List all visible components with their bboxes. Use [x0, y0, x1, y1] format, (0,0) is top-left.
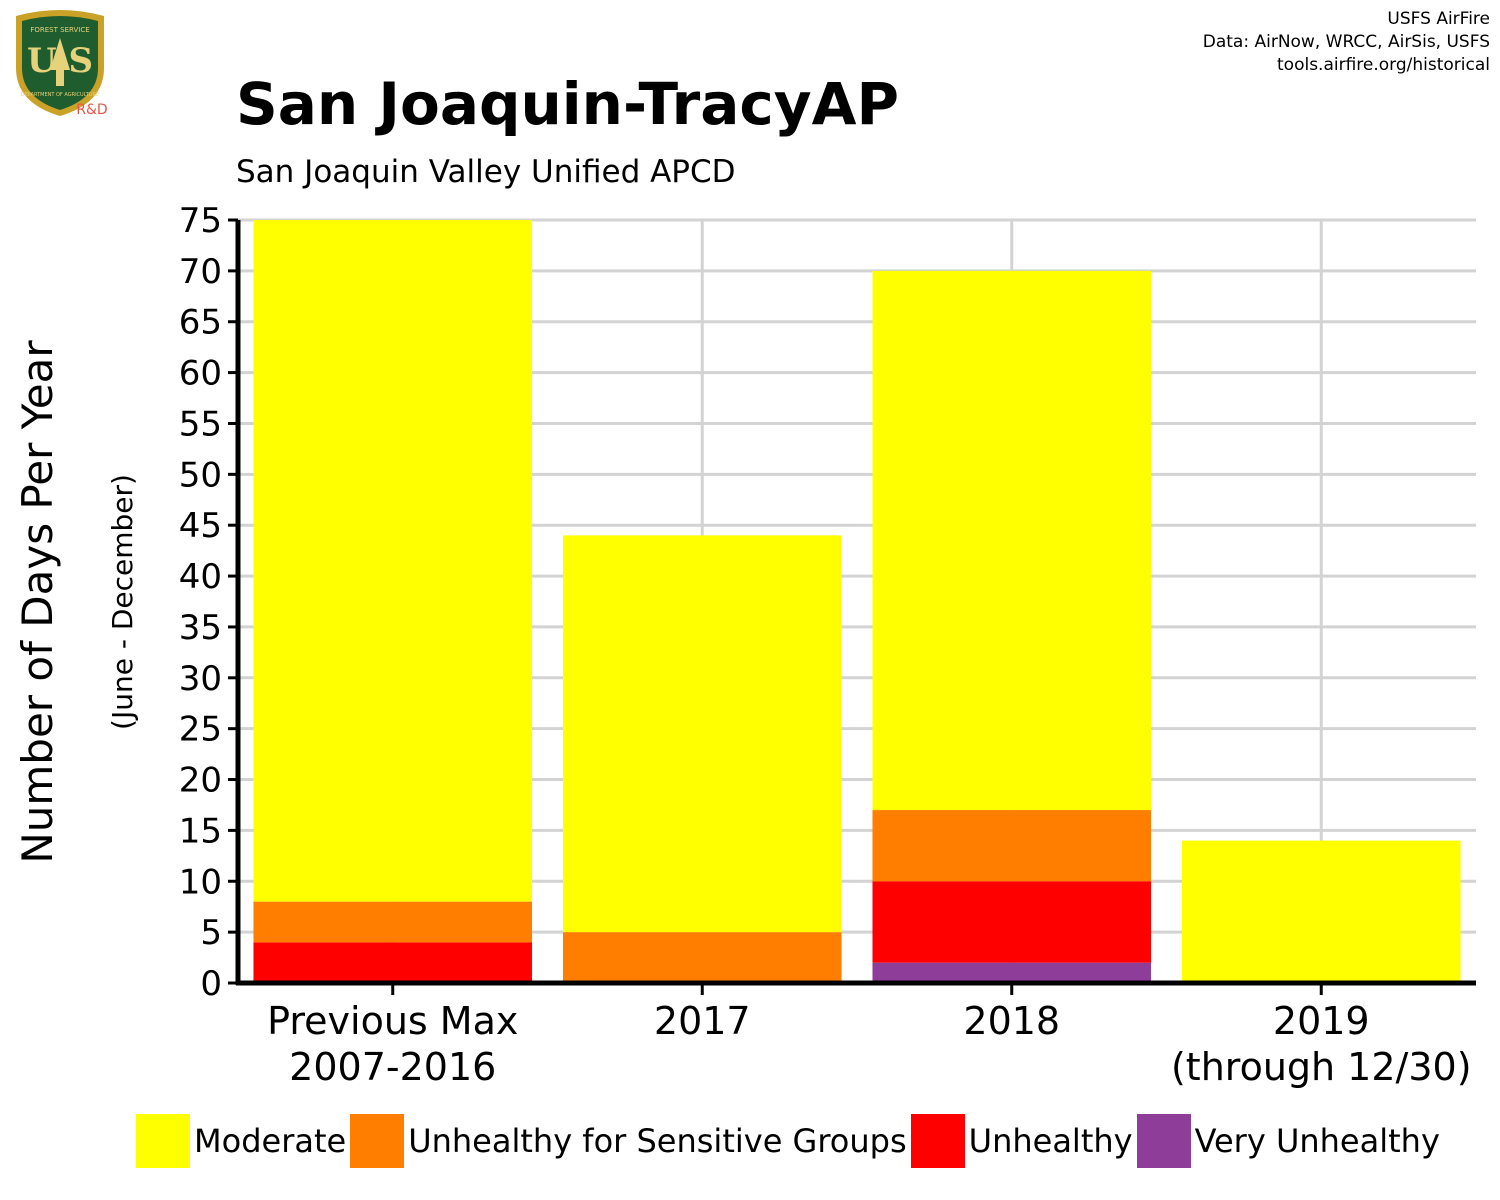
credit-line: tools.airfire.org/historical — [1277, 55, 1490, 75]
bar-segment — [872, 270, 1152, 811]
bar-segment — [562, 535, 842, 933]
legend-item-moderate: Moderate — [136, 1114, 346, 1168]
y-tick-label: 65 — [179, 303, 222, 343]
tree-icon — [50, 38, 70, 86]
x-tick-label: 2019 — [1273, 999, 1370, 1043]
x-tick-label: 2007-2016 — [289, 1045, 496, 1089]
bar-segment — [253, 901, 533, 943]
y-tick-label: 55 — [179, 404, 222, 444]
y-tick-label: 0 — [200, 964, 222, 1004]
legend-label: Very Unhealthy — [1194, 1122, 1440, 1160]
bar-segment — [562, 932, 842, 983]
legend-item-unhealthy: Unhealthy — [910, 1114, 1133, 1168]
y-tick-label: 70 — [179, 252, 222, 292]
y-tick-label: 5 — [200, 913, 222, 953]
bar-segment — [253, 220, 533, 902]
y-tick-label: 35 — [179, 608, 222, 648]
legend-label: Moderate — [194, 1122, 347, 1160]
y-tick-label: 45 — [179, 506, 222, 546]
bar-segment — [1181, 840, 1461, 983]
credit-line: USFS AirFire — [1387, 9, 1490, 29]
logo-rd: R&D — [76, 102, 107, 118]
x-tick-label: (through 12/30) — [1171, 1045, 1472, 1089]
credit-line: Data: AirNow, WRCC, AirSis, USFS — [1202, 32, 1490, 52]
chart-subtitle: San Joaquin Valley Unified APCD — [236, 154, 736, 190]
y-tick-label: 25 — [179, 710, 222, 750]
x-tick-label: Previous Max — [267, 999, 518, 1043]
legend: Moderate Unhealthy for Sensitive Groups … — [136, 1114, 1444, 1168]
chart-title: San Joaquin-TracyAP — [236, 70, 900, 138]
bar-segment — [872, 810, 1152, 882]
legend-item-usg: Unhealthy for Sensitive Groups — [350, 1114, 907, 1168]
y-axis-sublabel: (June - December) — [106, 474, 139, 730]
usfs-logo: U S FOREST SERVICE DEPARTMENT OF AGRICUL… — [16, 10, 108, 118]
logo-ring-bottom: DEPARTMENT OF AGRICULTURE — [21, 92, 99, 98]
bar-segment — [872, 962, 1152, 983]
bar-segment — [872, 881, 1152, 963]
legend-swatch — [1136, 1114, 1191, 1168]
legend-label: Unhealthy — [968, 1122, 1133, 1160]
y-tick-label: 50 — [179, 455, 222, 495]
y-tick-label: 60 — [179, 354, 222, 394]
y-tick-label: 30 — [179, 659, 222, 699]
credits: USFS AirFire Data: AirNow, WRCC, AirSis,… — [1203, 8, 1490, 77]
legend-swatch — [350, 1114, 405, 1168]
logo-text: U S — [27, 41, 93, 81]
y-tick-label: 75 — [179, 201, 222, 241]
bar-segment — [253, 942, 533, 983]
legend-swatch — [910, 1114, 965, 1168]
y-tick-label: 40 — [179, 557, 222, 597]
y-tick-label: 20 — [179, 761, 222, 801]
y-tick-label: 15 — [179, 811, 222, 851]
y-axis-label: Number of Days Per Year — [13, 340, 62, 864]
x-tick-label: 2018 — [963, 999, 1060, 1043]
x-tick-label: 2017 — [654, 999, 751, 1043]
logo-ring-top: FOREST SERVICE — [30, 26, 89, 34]
y-tick-label: 10 — [179, 862, 222, 902]
legend-label: Unhealthy for Sensitive Groups — [408, 1122, 907, 1160]
legend-item-very-unhealthy: Very Unhealthy — [1136, 1114, 1440, 1168]
legend-swatch — [136, 1114, 190, 1168]
